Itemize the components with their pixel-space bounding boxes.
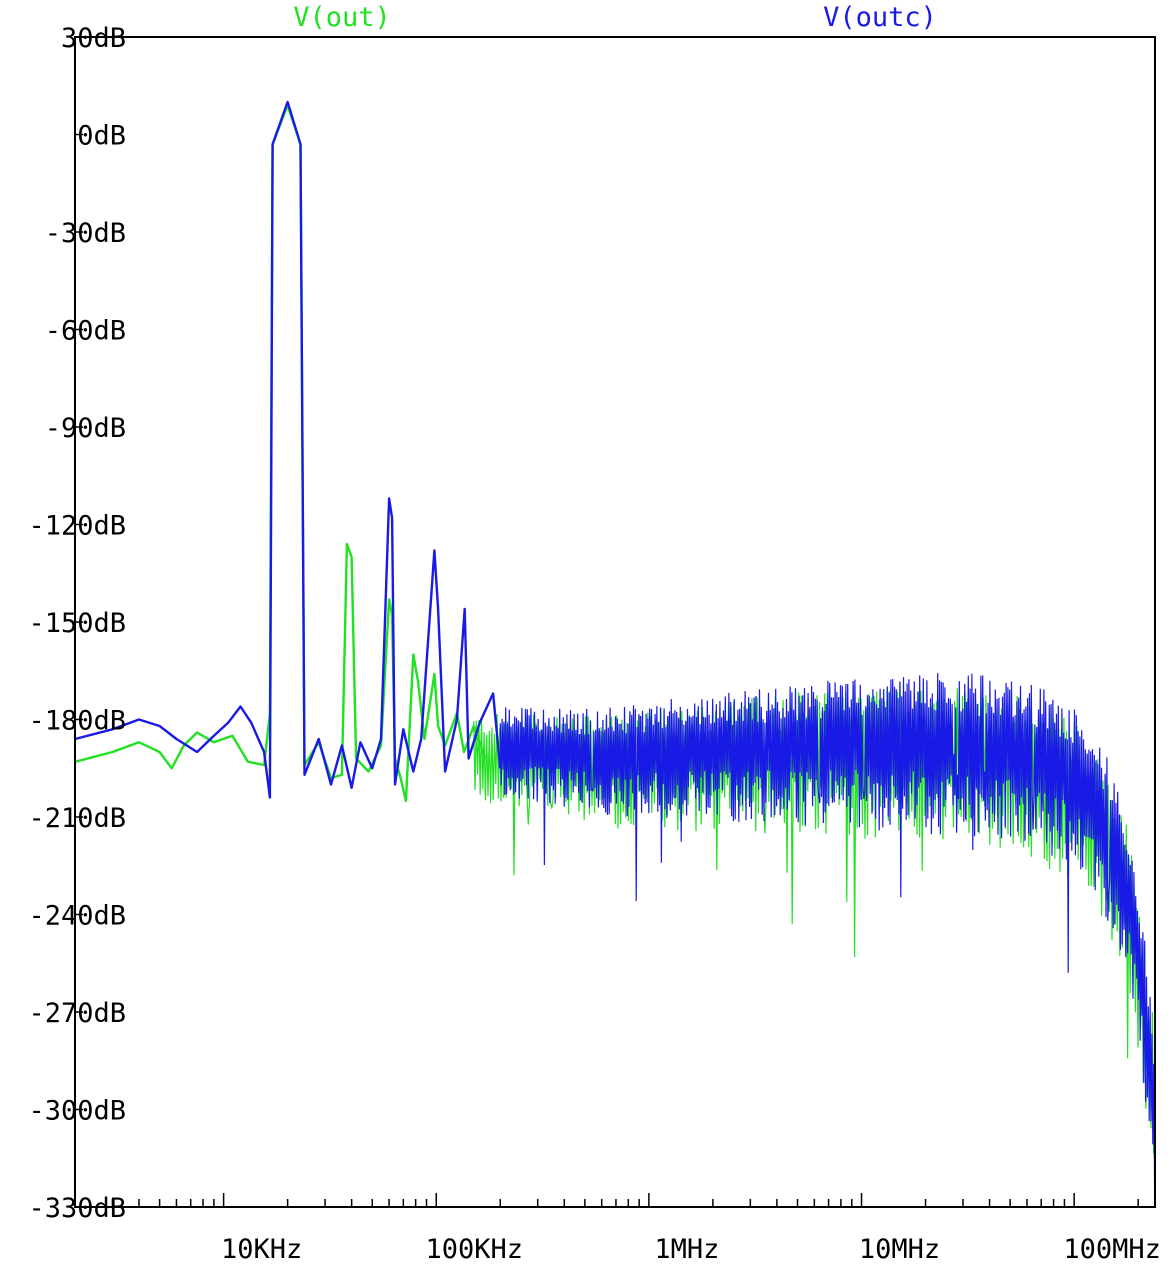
y-tick-label: 0dB [77, 121, 126, 152]
trace-v-outc [74, 100, 502, 799]
y-tick-label: -120dB [28, 511, 126, 542]
plot-frame [74, 36, 1156, 1208]
y-tick-label: -300dB [28, 1096, 126, 1127]
y-tick-label: -210dB [28, 803, 126, 834]
x-tick-label: 100KHz [425, 1234, 523, 1265]
y-tick-label: -240dB [28, 901, 126, 932]
y-tick-label: -180dB [28, 706, 126, 737]
legend-label-v-out: V(out) [293, 2, 391, 33]
trace-v-out [74, 104, 487, 802]
trace-layer [74, 100, 502, 802]
x-tick-label: 10MHz [859, 1234, 940, 1265]
noise-band-layer [473, 673, 1156, 1189]
x-tick-label: 100MHz [1063, 1234, 1161, 1265]
legend-label-v-outc: V(outc) [823, 2, 937, 33]
y-tick-label: -30dB [45, 218, 126, 249]
y-tick-label: -150dB [28, 608, 126, 639]
legend: V(out) V(outc) [293, 2, 937, 33]
y-tick-label: -270dB [28, 998, 126, 1029]
axis-layer: 10KHz 100KHz 1MHz 10MHz 100MHz 30dB 0dB -30dB -6… [28, 23, 1160, 1265]
y-tick-label: -60dB [45, 316, 126, 347]
x-tick-label: 1MHz [654, 1234, 719, 1265]
noise-band-v-outc [499, 673, 1156, 1189]
y-tick-label: -330dB [28, 1193, 126, 1224]
y-tick-label: -90dB [45, 413, 126, 444]
x-tick-label: 10KHz [221, 1234, 302, 1265]
y-tick-label: 30dB [61, 23, 126, 54]
